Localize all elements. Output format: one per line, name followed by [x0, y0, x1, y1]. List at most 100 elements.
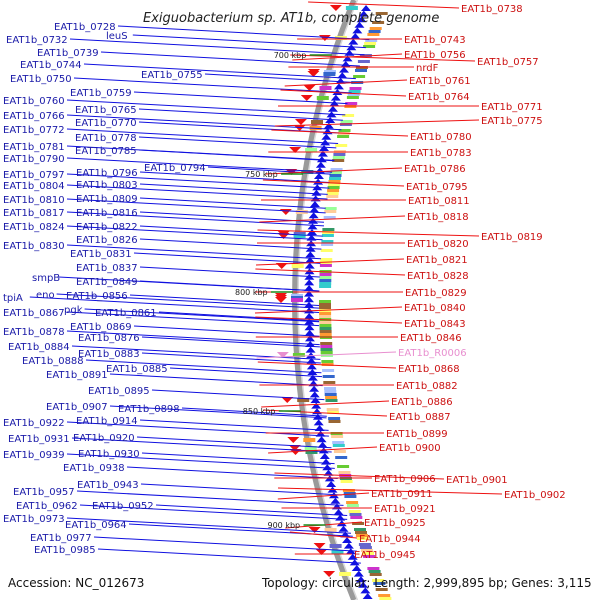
cog-band	[352, 522, 365, 525]
left-gene-label: EAT1b_0883	[78, 349, 140, 360]
tick-label: 900 kbp	[268, 521, 301, 530]
right-leader-line	[261, 400, 390, 408]
left-leader-line	[158, 311, 320, 322]
forward-gene-arrow	[360, 587, 371, 594]
cog-band	[368, 30, 381, 33]
left-leader-line	[66, 311, 320, 327]
right-gene-label: EAT1b_0911	[371, 489, 433, 500]
right-gene-label: EAT1b_0887	[389, 412, 451, 423]
cog-band	[328, 417, 341, 420]
cog-band	[373, 582, 386, 585]
left-leader-line	[117, 25, 370, 41]
right-gene-label: EAT1b_0925	[364, 518, 426, 529]
left-gene-labels: EAT1b_0728leuSEAT1b_0732EAT1b_0739EAT1b_…	[3, 22, 206, 556]
reverse-cog-band	[305, 450, 318, 454]
left-gene-label: tpiA	[3, 293, 23, 304]
cog-band	[355, 531, 367, 534]
reverse-cog-band	[292, 353, 305, 357]
reverse-gene-arrow	[294, 119, 307, 125]
left-leader-line	[132, 34, 366, 49]
right-label-leaders	[254, 1, 503, 555]
reverse-gene-arrow	[281, 397, 294, 403]
forward-gene-arrow	[330, 497, 341, 504]
left-gene-label: EAT1b_0952	[92, 501, 154, 512]
left-gene-label: EAT1b_0943	[77, 480, 139, 491]
right-gene-label: EAT1b_0886	[391, 397, 453, 408]
right-gene-label: EAT1b_0795	[406, 182, 468, 193]
right-leader-line	[255, 268, 406, 276]
left-gene-label: EAT1b_0744	[20, 60, 82, 71]
left-gene-label: EAT1b_0817	[3, 208, 65, 219]
left-gene-label: EAT1b_0816	[76, 208, 138, 219]
right-gene-label: EAT1b_0868	[398, 364, 460, 375]
forward-gene-arrow	[319, 453, 330, 459]
cog-band	[347, 93, 360, 96]
reverse-cog-band	[331, 550, 344, 554]
left-leader-line	[85, 359, 322, 374]
reverse-gene-arrow	[275, 297, 287, 303]
cog-band	[346, 96, 359, 99]
left-leader-line	[76, 490, 344, 506]
cog-band	[367, 33, 380, 36]
right-gene-label: EAT1b_0786	[404, 164, 466, 175]
right-gene-label: EAT1b_0756	[404, 50, 466, 61]
left-leader-line	[66, 173, 330, 189]
cog-band	[325, 396, 338, 399]
reverse-cog-band	[291, 298, 303, 302]
left-leader-line	[100, 51, 360, 67]
right-leader-line	[262, 179, 405, 187]
cog-band	[365, 39, 378, 42]
right-gene-label: EAT1b_0900	[379, 443, 441, 454]
right-gene-label: EAT1b_0820	[407, 239, 469, 250]
cog-band	[332, 441, 345, 444]
cog-band	[337, 135, 350, 138]
left-gene-label: EAT1b_0803	[76, 180, 138, 191]
right-leader-line	[280, 89, 407, 97]
left-gene-label: EAT1b_0728	[54, 22, 116, 33]
reverse-cog-band	[297, 398, 310, 402]
left-leader-line	[109, 373, 323, 387]
cog-band	[353, 75, 366, 78]
left-leader-line	[66, 114, 342, 131]
cog-band	[346, 504, 359, 507]
cog-band	[320, 342, 333, 345]
cog-band	[329, 174, 342, 177]
forward-gene-arrow	[311, 402, 322, 409]
cog-band	[319, 273, 332, 276]
left-leader-line	[66, 128, 339, 145]
reverse-gene-arrow	[315, 549, 328, 555]
reverse-gene-arrow	[307, 71, 320, 77]
right-gene-label: EAT1b_0902	[504, 490, 566, 501]
cog-band	[319, 327, 332, 330]
right-leader-line	[274, 119, 480, 127]
left-gene-label: EAT1b_0830	[3, 241, 65, 252]
forward-gene-arrow	[316, 436, 327, 443]
right-leader-line	[256, 351, 397, 359]
forward-gene-arrow	[362, 593, 373, 599]
left-gene-label: EAT1b_0810	[3, 195, 65, 206]
cog-band	[372, 579, 385, 582]
left-leader-line	[169, 367, 323, 378]
cog-band	[342, 489, 355, 492]
forward-gene-arrow	[310, 397, 321, 403]
forward-gene-arrow	[322, 464, 333, 471]
right-gene-label: EAT1b_0906	[374, 474, 436, 485]
right-gene-label: EAT1b_0771	[481, 102, 543, 113]
left-leader-line	[141, 452, 335, 465]
left-gene-label: EAT1b_0837	[76, 263, 138, 274]
forward-gene-arrow	[304, 324, 315, 331]
left-leader-line	[151, 389, 325, 401]
left-leader-line	[138, 136, 337, 149]
cog-band	[324, 387, 336, 390]
forward-gene-arrow	[307, 223, 318, 230]
left-gene-label: EAT1b_0895	[88, 386, 150, 397]
right-leader-line	[254, 306, 403, 314]
reverse-cog-band	[319, 86, 332, 90]
left-gene-label: EAT1b_0977	[30, 533, 92, 544]
reverse-gene-arrow	[313, 543, 326, 549]
right-gene-label: EAT1b_0901	[446, 475, 508, 486]
cog-band	[319, 315, 332, 318]
left-leader-line	[126, 466, 338, 480]
cog-band	[323, 381, 336, 384]
forward-gene-arrow	[308, 217, 319, 224]
